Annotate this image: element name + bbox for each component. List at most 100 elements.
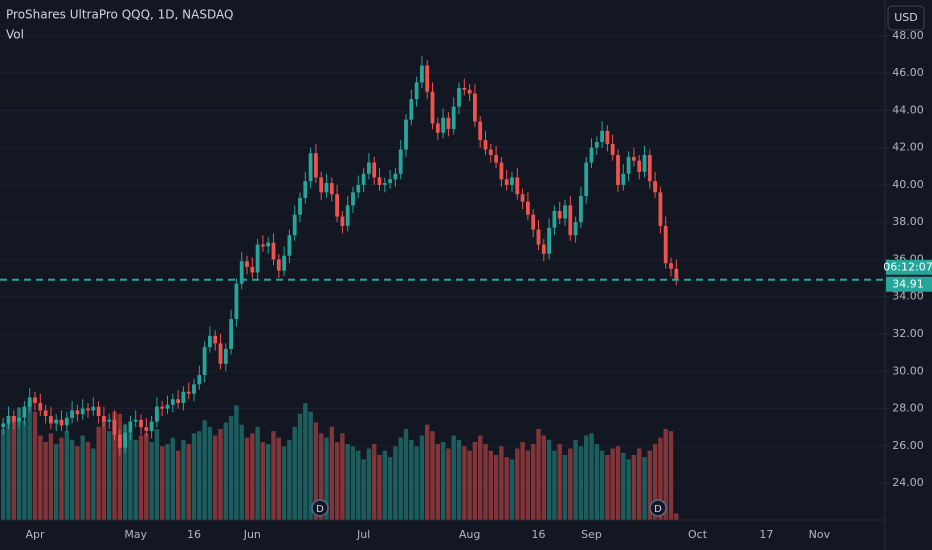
volume-label: Vol [6, 28, 24, 42]
candle-body [17, 417, 21, 422]
volume-bar [287, 439, 292, 520]
x-tick-label: Sep [581, 528, 602, 541]
candle-body [626, 156, 631, 174]
candle-body [647, 155, 652, 182]
currency-button[interactable] [887, 5, 925, 31]
candle-body [266, 242, 271, 247]
candle-body [287, 235, 292, 256]
dividend-marker [649, 499, 667, 517]
volume-bar [409, 439, 414, 520]
volume-bar [488, 450, 493, 520]
volume-bar [578, 446, 584, 520]
volume-bar [11, 416, 16, 520]
dividend-label: D [316, 504, 324, 515]
candle-body [510, 177, 514, 185]
volume-bar [80, 435, 85, 520]
volume-bar [234, 405, 239, 520]
volume-bar [573, 439, 578, 520]
candle-body [261, 244, 265, 247]
candle-body [669, 263, 673, 269]
candle-body [552, 210, 557, 228]
volume-bar [154, 429, 160, 520]
volume-bar [181, 439, 186, 520]
candle-body [292, 214, 297, 236]
y-tick-label: 42.00 [892, 141, 924, 154]
volume-bar [483, 444, 488, 520]
candle-body [223, 348, 228, 364]
candle-body [22, 406, 27, 418]
volume-bar [313, 422, 319, 520]
candle-body [568, 205, 573, 236]
volume-bar [541, 435, 546, 520]
volume-bar [504, 457, 509, 520]
candle-body [271, 242, 276, 260]
volume-bar [144, 433, 149, 520]
candle-body [398, 149, 403, 174]
volume-bar [218, 429, 223, 520]
candle-body [584, 162, 589, 197]
volume-bar [96, 426, 101, 520]
volume-bar [122, 424, 128, 520]
candle-body [86, 408, 90, 411]
volume-bar [663, 429, 668, 520]
volume-bar [276, 437, 281, 520]
volume-bar [366, 448, 372, 520]
chart-title: ProShares UltraPro QQQ, 1D, NASDAQ [6, 8, 233, 22]
candle-body [324, 183, 329, 193]
candle-body [165, 404, 170, 409]
candle-body [600, 130, 604, 143]
volume-bar [589, 433, 594, 520]
volume-bar [562, 455, 568, 520]
candle-body [441, 117, 445, 133]
countdown-tag [886, 259, 932, 275]
volume-bar [250, 433, 255, 520]
x-tick-label: Aug [459, 528, 480, 541]
candle-body [6, 416, 11, 424]
candle-body [462, 87, 467, 90]
y-tick-label: 44.00 [892, 103, 924, 116]
candle-body [107, 419, 112, 422]
volume-bar [478, 435, 483, 520]
candle-body [27, 397, 32, 407]
candle-body [308, 153, 313, 182]
candle-body [531, 214, 536, 230]
candle-body [499, 162, 504, 180]
x-tick-label: Nov [809, 528, 831, 541]
candle-body [319, 177, 324, 193]
candle-body [632, 156, 636, 161]
candle-body [404, 119, 408, 150]
x-tick-label: Jun [243, 528, 261, 541]
candle-body [473, 93, 477, 122]
y-tick-label: 46.00 [892, 66, 924, 79]
volume-bar [244, 437, 250, 520]
volume-bar [324, 437, 329, 520]
candle-body [653, 181, 657, 193]
x-tick-label: May [124, 528, 147, 541]
candle-body [478, 121, 483, 141]
volume-bar [398, 437, 403, 520]
volume-bar [91, 448, 96, 520]
volume-bar [117, 413, 122, 520]
candle-body [488, 149, 493, 156]
volume-bar [552, 450, 557, 520]
volume-bar [451, 435, 456, 520]
last-price-tag [886, 276, 932, 292]
volume-bar [356, 450, 361, 520]
candle-body [674, 268, 679, 280]
candle-body [144, 427, 149, 431]
currency-label[interactable]: USD [894, 11, 918, 24]
candle-body [616, 155, 620, 185]
candle-body [112, 419, 117, 435]
candle-body [610, 143, 615, 156]
volume-bar [647, 450, 652, 520]
volume-bar [32, 411, 38, 520]
volume-bar [361, 459, 366, 520]
volume-bar [213, 435, 218, 520]
candle-body [425, 65, 430, 92]
candle-body [33, 397, 37, 403]
candle-body [367, 162, 371, 174]
volume-bar [138, 435, 144, 520]
volume-bar [149, 442, 154, 520]
dividend-marker [311, 499, 329, 517]
